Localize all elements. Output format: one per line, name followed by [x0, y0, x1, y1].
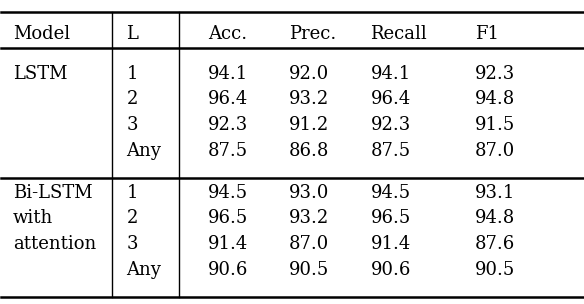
- Text: attention: attention: [13, 235, 96, 253]
- Text: F1: F1: [475, 26, 499, 43]
- Text: 90.5: 90.5: [475, 261, 515, 279]
- Text: 96.5: 96.5: [370, 209, 411, 227]
- Text: 94.8: 94.8: [475, 209, 515, 227]
- Text: Any: Any: [126, 261, 161, 279]
- Text: 1: 1: [126, 184, 138, 202]
- Text: 3: 3: [126, 235, 138, 253]
- Text: 93.0: 93.0: [289, 184, 329, 202]
- Text: 87.5: 87.5: [208, 142, 248, 160]
- Text: 94.1: 94.1: [370, 65, 411, 83]
- Text: 94.1: 94.1: [208, 65, 248, 83]
- Text: 1: 1: [126, 65, 138, 83]
- Text: 92.3: 92.3: [475, 65, 515, 83]
- Text: 90.6: 90.6: [208, 261, 248, 279]
- Text: Model: Model: [13, 26, 70, 43]
- Text: 87.6: 87.6: [475, 235, 515, 253]
- Text: L: L: [126, 26, 138, 43]
- Text: with: with: [13, 209, 53, 227]
- Text: 91.5: 91.5: [475, 116, 515, 134]
- Text: 3: 3: [126, 116, 138, 134]
- Text: 94.5: 94.5: [370, 184, 411, 202]
- Text: 96.5: 96.5: [208, 209, 248, 227]
- Text: 92.3: 92.3: [208, 116, 248, 134]
- Text: 94.5: 94.5: [208, 184, 248, 202]
- Text: 91.2: 91.2: [289, 116, 329, 134]
- Text: 87.0: 87.0: [289, 235, 329, 253]
- Text: Bi-LSTM: Bi-LSTM: [13, 184, 93, 202]
- Text: 91.4: 91.4: [208, 235, 248, 253]
- Text: 96.4: 96.4: [208, 90, 248, 109]
- Text: 90.6: 90.6: [370, 261, 411, 279]
- Text: 93.2: 93.2: [289, 90, 329, 109]
- Text: 90.5: 90.5: [289, 261, 329, 279]
- Text: 92.3: 92.3: [370, 116, 411, 134]
- Text: 91.4: 91.4: [370, 235, 411, 253]
- Text: Recall: Recall: [370, 26, 427, 43]
- Text: LSTM: LSTM: [13, 65, 68, 83]
- Text: 87.5: 87.5: [370, 142, 411, 160]
- Text: Acc.: Acc.: [208, 26, 247, 43]
- Text: Prec.: Prec.: [289, 26, 336, 43]
- Text: 96.4: 96.4: [370, 90, 411, 109]
- Text: 92.0: 92.0: [289, 65, 329, 83]
- Text: 2: 2: [126, 209, 138, 227]
- Text: Any: Any: [126, 142, 161, 160]
- Text: 2: 2: [126, 90, 138, 109]
- Text: 93.1: 93.1: [475, 184, 516, 202]
- Text: 86.8: 86.8: [289, 142, 329, 160]
- Text: 93.2: 93.2: [289, 209, 329, 227]
- Text: 94.8: 94.8: [475, 90, 515, 109]
- Text: 87.0: 87.0: [475, 142, 515, 160]
